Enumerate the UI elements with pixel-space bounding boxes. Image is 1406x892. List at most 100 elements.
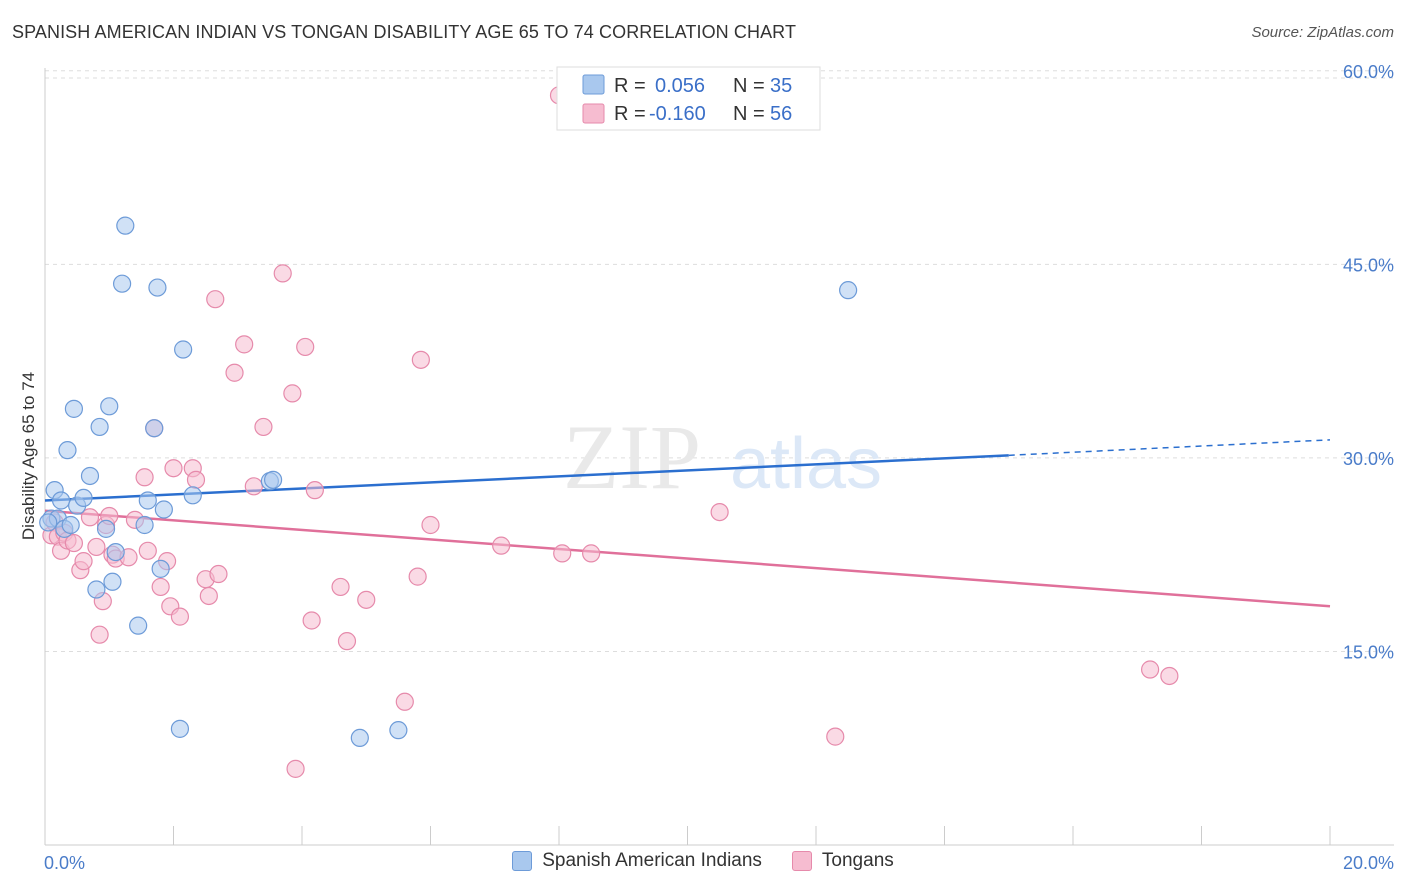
point-tongan <box>492 536 511 555</box>
point-tongan <box>151 577 170 597</box>
point-tongan <box>582 544 601 563</box>
grid-lines <box>45 70 1394 652</box>
point-spanish-american-indian <box>170 719 190 738</box>
stats-legend-swatch-blue <box>582 74 605 95</box>
stats-n-value-pink: 56 <box>770 103 792 125</box>
y-tick-label: 45.0% <box>1343 255 1394 275</box>
point-tongan <box>135 468 154 487</box>
point-tongan <box>64 533 84 553</box>
point-tongan <box>80 508 100 527</box>
stats-r-label-pink: R = <box>614 103 646 125</box>
point-spanish-american-indian <box>263 470 283 489</box>
bottom-legend: Spanish American Indians Tongans <box>0 850 1406 872</box>
point-spanish-american-indian <box>64 399 84 418</box>
point-tongan <box>283 384 302 403</box>
x-tick-label-max: 20.0% <box>1343 853 1394 873</box>
point-tongan <box>1160 666 1179 686</box>
point-spanish-american-indian <box>174 340 193 359</box>
stats-r-value-pink: -0.160 <box>649 103 706 125</box>
point-tongan <box>244 477 263 496</box>
point-tongan <box>411 350 430 369</box>
point-tongan <box>302 611 321 630</box>
point-spanish-american-indian <box>39 513 58 532</box>
point-tongan <box>87 537 106 557</box>
stats-r-value-blue: 0.056 <box>655 75 705 97</box>
point-tongan <box>395 692 414 711</box>
chart-title: SPANISH AMERICAN INDIAN VS TONGAN DISABI… <box>12 22 797 42</box>
point-spanish-american-indian <box>839 281 858 300</box>
watermark: ZIP atlas <box>563 406 882 508</box>
trend-line-tongans <box>44 509 1331 608</box>
legend-label: Spanish American Indians <box>542 850 762 871</box>
point-tongan <box>235 335 254 354</box>
y-tick-label: 60.0% <box>1343 62 1394 82</box>
point-spanish-american-indian <box>154 500 173 519</box>
point-tongan <box>296 337 315 357</box>
point-spanish-american-indian <box>80 466 100 486</box>
legend-item-spanish-american-indians: Spanish American Indians <box>512 850 762 872</box>
point-tongan <box>357 590 376 609</box>
point-spanish-american-indian <box>151 559 170 578</box>
point-spanish-american-indian <box>96 519 116 538</box>
point-spanish-american-indian <box>74 488 93 508</box>
source-credit: Source: ZipAtlas.com <box>1251 24 1394 41</box>
watermark-zip: ZIP <box>563 406 701 508</box>
point-spanish-american-indian <box>106 542 125 562</box>
point-spanish-american-indian <box>51 491 71 510</box>
legend-swatch-blue <box>512 851 533 871</box>
point-tongan <box>337 632 357 651</box>
legend-item-tongans: Tongans <box>791 850 894 872</box>
point-spanish-american-indian <box>183 486 202 505</box>
point-tongan <box>408 567 427 586</box>
y-tick-labels: 15.0% 30.0% 45.0% 60.0% <box>1343 62 1394 663</box>
point-tongan <box>206 290 225 309</box>
point-tongan <box>710 502 729 522</box>
point-tongan <box>286 759 305 778</box>
y-tick-label: 30.0% <box>1343 449 1394 469</box>
point-spanish-american-indian <box>138 491 157 510</box>
point-tongan <box>331 577 350 597</box>
point-spanish-american-indian <box>129 616 148 635</box>
stats-n-label-blue: N = <box>733 75 765 97</box>
point-tongan <box>138 541 157 560</box>
stats-n-label-pink: N = <box>733 103 765 125</box>
legend-swatch-pink <box>791 851 812 871</box>
trend-line-extension <box>1008 439 1331 457</box>
stats-n-value-blue: 35 <box>770 75 792 97</box>
x-tick-label-min: 0.0% <box>44 853 85 873</box>
y-axis-label: Disability Age 65 to 74 <box>19 372 38 540</box>
trend-line-spanish-american-indians <box>44 454 1009 502</box>
point-tongan <box>273 264 292 283</box>
point-spanish-american-indian <box>116 216 135 235</box>
point-spanish-american-indian <box>58 441 77 460</box>
point-spanish-american-indian <box>90 417 109 437</box>
y-tick-label: 15.0% <box>1343 642 1394 662</box>
data-points <box>39 86 1179 778</box>
point-tongan <box>421 515 440 535</box>
point-tongan <box>254 417 273 437</box>
point-tongan <box>164 459 183 478</box>
point-tongan <box>553 544 572 563</box>
point-spanish-american-indian <box>148 278 167 297</box>
stats-legend: R = 0.056 N = 35 R = -0.160 N = 56 <box>556 66 821 131</box>
point-tongan <box>1140 660 1160 679</box>
point-spanish-american-indian <box>103 572 122 591</box>
point-tongan <box>225 363 244 382</box>
point-spanish-american-indian <box>87 580 106 599</box>
point-spanish-american-indian <box>100 397 119 416</box>
legend-label: Tongans <box>821 850 894 871</box>
point-tongan <box>199 586 218 606</box>
point-spanish-american-indian <box>112 274 132 293</box>
point-spanish-american-indian <box>61 515 80 535</box>
point-tongan <box>170 607 190 626</box>
trend-lines <box>44 439 1331 608</box>
point-tongan <box>209 564 228 584</box>
point-spanish-american-indian <box>350 728 369 748</box>
point-spanish-american-indian <box>135 515 154 535</box>
point-spanish-american-indian <box>389 721 408 740</box>
point-spanish-american-indian <box>145 419 164 438</box>
point-tongan <box>305 481 324 500</box>
stats-r-label-blue: R = <box>614 75 646 97</box>
point-tongan <box>826 727 845 746</box>
